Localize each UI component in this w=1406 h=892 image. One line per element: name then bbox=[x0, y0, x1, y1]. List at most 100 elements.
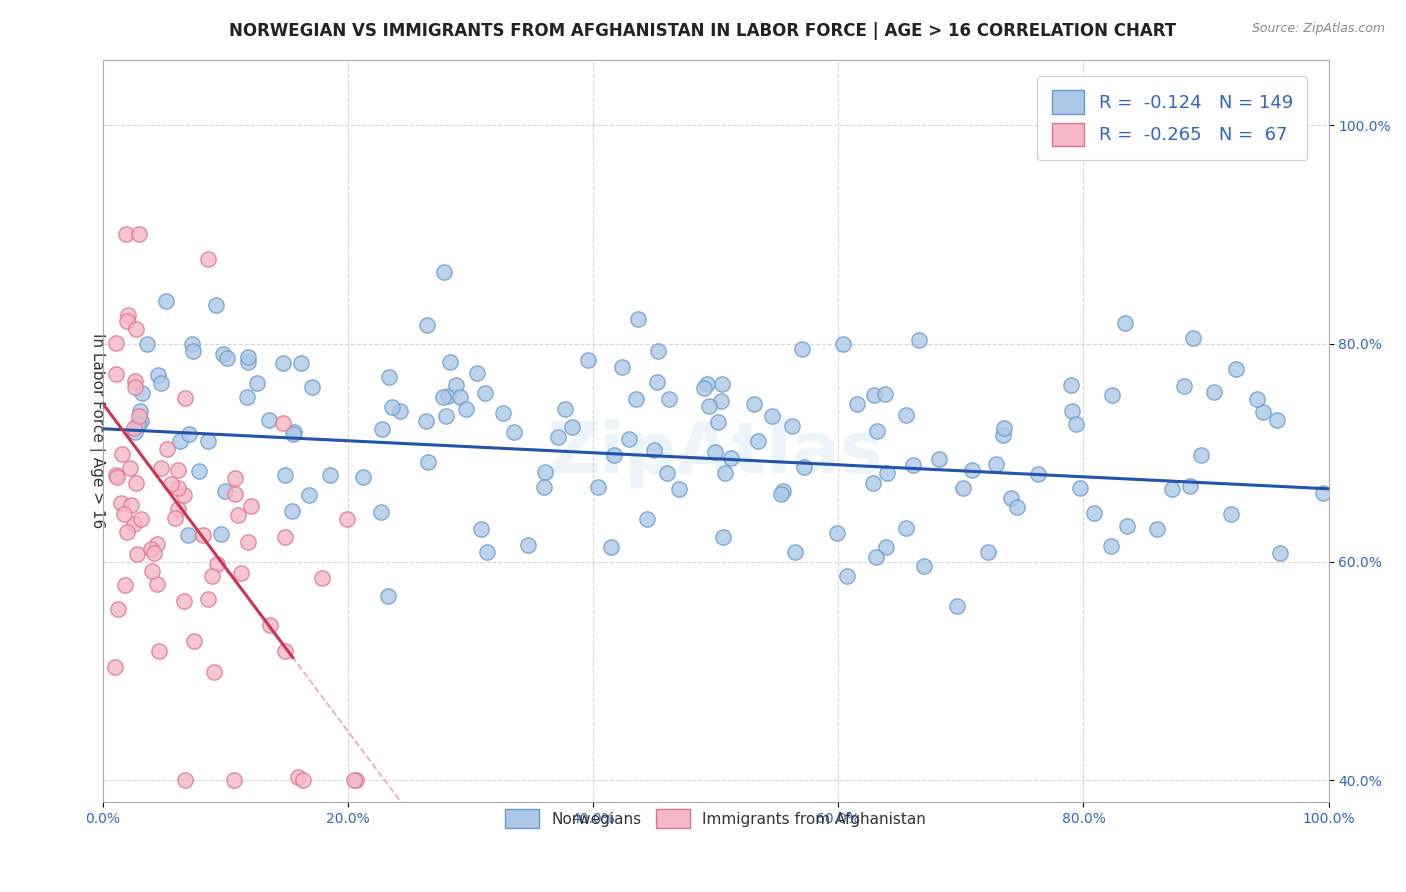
Point bbox=[612, 359, 634, 374]
Point bbox=[149, 461, 172, 475]
Point bbox=[714, 467, 737, 481]
Point bbox=[343, 773, 366, 788]
Point bbox=[173, 773, 195, 788]
Point bbox=[533, 480, 555, 494]
Point bbox=[381, 401, 404, 415]
Point bbox=[149, 376, 172, 391]
Point bbox=[711, 530, 734, 544]
Point bbox=[1182, 330, 1205, 344]
Point bbox=[188, 464, 211, 478]
Point bbox=[112, 507, 135, 521]
Point bbox=[449, 390, 471, 404]
Point bbox=[710, 394, 733, 409]
Point bbox=[418, 455, 440, 469]
Point bbox=[560, 420, 582, 434]
Point bbox=[131, 386, 153, 401]
Point bbox=[125, 322, 148, 336]
Point bbox=[290, 356, 312, 370]
Point bbox=[239, 500, 262, 514]
Point bbox=[747, 434, 769, 448]
Point bbox=[603, 448, 626, 462]
Point bbox=[876, 466, 898, 480]
Point bbox=[257, 412, 280, 426]
Point bbox=[193, 528, 215, 542]
Point bbox=[165, 511, 187, 525]
Point bbox=[115, 314, 138, 328]
Point bbox=[169, 434, 191, 448]
Point bbox=[896, 521, 918, 535]
Point bbox=[273, 644, 295, 658]
Point bbox=[166, 463, 188, 477]
Point bbox=[311, 571, 333, 585]
Point bbox=[1268, 546, 1291, 560]
Legend: Norwegians, Immigrants from Afghanistan: Norwegians, Immigrants from Afghanistan bbox=[498, 802, 934, 836]
Point bbox=[1005, 500, 1028, 514]
Point bbox=[769, 487, 792, 501]
Point bbox=[952, 481, 974, 495]
Point bbox=[146, 576, 169, 591]
Point bbox=[586, 480, 609, 494]
Point bbox=[908, 334, 931, 348]
Point bbox=[214, 484, 236, 499]
Point bbox=[1060, 378, 1083, 392]
Text: NORWEGIAN VS IMMIGRANTS FROM AFGHANISTAN IN LABOR FORCE | AGE > 16 CORRELATION C: NORWEGIAN VS IMMIGRANTS FROM AFGHANISTAN… bbox=[229, 22, 1177, 40]
Point bbox=[281, 427, 304, 442]
Point bbox=[146, 537, 169, 551]
Point bbox=[115, 525, 138, 540]
Point bbox=[124, 374, 146, 388]
Point bbox=[1064, 417, 1087, 431]
Point bbox=[141, 564, 163, 578]
Point bbox=[129, 404, 152, 418]
Point bbox=[693, 381, 716, 395]
Point bbox=[742, 396, 765, 410]
Point bbox=[873, 387, 896, 401]
Point bbox=[283, 425, 305, 440]
Point bbox=[105, 336, 128, 351]
Point bbox=[273, 530, 295, 544]
Point bbox=[696, 377, 718, 392]
Point bbox=[166, 481, 188, 495]
Point bbox=[127, 417, 149, 432]
Point bbox=[475, 545, 498, 559]
Point bbox=[1083, 506, 1105, 520]
Point bbox=[104, 467, 127, 482]
Point bbox=[432, 390, 454, 404]
Point bbox=[576, 352, 599, 367]
Point bbox=[761, 409, 783, 424]
Point bbox=[960, 463, 983, 477]
Point bbox=[492, 406, 515, 420]
Point bbox=[183, 633, 205, 648]
Text: Source: ZipAtlas.com: Source: ZipAtlas.com bbox=[1251, 22, 1385, 36]
Point bbox=[780, 419, 803, 434]
Point bbox=[1173, 379, 1195, 393]
Point bbox=[984, 457, 1007, 471]
Point bbox=[433, 265, 456, 279]
Point bbox=[236, 535, 259, 549]
Point bbox=[135, 336, 157, 351]
Point bbox=[197, 252, 219, 267]
Point bbox=[467, 366, 489, 380]
Point bbox=[1220, 508, 1243, 522]
Point bbox=[444, 378, 467, 392]
Point bbox=[271, 356, 294, 370]
Point bbox=[599, 540, 621, 554]
Point bbox=[1099, 539, 1122, 553]
Point bbox=[1069, 481, 1091, 495]
Point bbox=[793, 460, 815, 475]
Point bbox=[647, 344, 669, 359]
Y-axis label: In Labor Force | Age > 16: In Labor Force | Age > 16 bbox=[89, 334, 105, 529]
Point bbox=[976, 545, 998, 559]
Point bbox=[377, 589, 399, 603]
Point bbox=[292, 773, 315, 788]
Point bbox=[125, 475, 148, 490]
Point bbox=[1000, 491, 1022, 506]
Point bbox=[534, 465, 557, 479]
Point bbox=[668, 482, 690, 496]
Point bbox=[636, 512, 658, 526]
Point bbox=[226, 508, 249, 522]
Point bbox=[1060, 404, 1083, 418]
Point bbox=[704, 445, 727, 459]
Point bbox=[371, 422, 394, 436]
Point bbox=[352, 469, 374, 483]
Point bbox=[336, 512, 359, 526]
